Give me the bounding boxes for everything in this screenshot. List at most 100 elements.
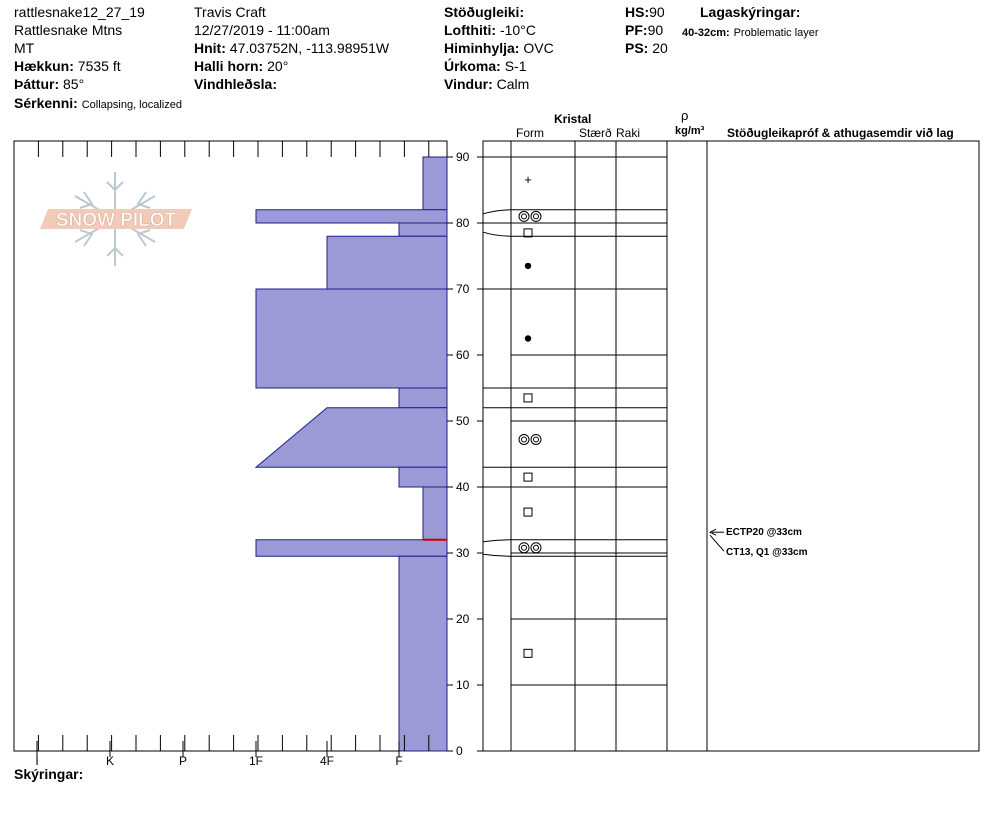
hardness-bar [422, 486, 448, 541]
elevation: Hækkun: 7535 ft [14, 58, 121, 74]
wind-label: Vindur: [444, 76, 493, 92]
pf-value: 90 [647, 22, 664, 38]
hs-label: HS: [625, 4, 650, 20]
density-unit-header: kg/m³ [675, 125, 705, 137]
stability: Stöðugleiki: [444, 4, 524, 20]
hs-value: 90 [649, 4, 665, 20]
notes-label: Skýringar: [14, 766, 84, 782]
hardness-tick-label: 1F [249, 754, 263, 768]
sky-value: OVC [523, 40, 554, 56]
test-pointer-arrow [708, 528, 717, 536]
state: MT [14, 40, 35, 56]
aspect: Þáttur: 85° [14, 76, 84, 92]
rounded-grain-icon [524, 335, 532, 342]
coordinates: Hnit: 47.03752N, -113.98951W [194, 40, 389, 56]
coords-value: 47.03752N, -113.98951W [229, 40, 390, 56]
depth-tick-label: 50 [456, 414, 470, 428]
hardness-bar [398, 387, 448, 409]
feature-label: Sérkenni: [14, 95, 78, 111]
hardness-bar [255, 288, 448, 389]
melt-form-icon [518, 433, 542, 445]
faceted-grain-icon [523, 393, 533, 403]
melt-form-icon [518, 542, 542, 554]
snowpilot-logo: SNOW PILOT [40, 172, 192, 266]
depth-tick-label: 30 [456, 546, 470, 560]
observation-datetime: 12/27/2019 - 11:00am [194, 22, 330, 38]
depth-tick-label: 60 [456, 348, 470, 362]
pf: PF:90 [625, 22, 663, 38]
form-header: Form [516, 126, 544, 140]
precipitation: Úrkoma: S-1 [444, 58, 526, 74]
faceted-grain-icon [523, 507, 533, 517]
ps-label: PS: [625, 40, 649, 56]
precip-value: S-1 [504, 58, 527, 74]
hardness-tick-label: 4F [320, 754, 334, 768]
sky-cover: Himinhylja: OVC [444, 40, 554, 56]
faceted-grain-icon [523, 648, 533, 658]
logo-text: SNOW PILOT [56, 210, 177, 231]
air-temp-value: -10°C [499, 22, 536, 38]
coords-label: Hnit: [194, 40, 226, 56]
air-temperature: Lofthiti: -10°C [444, 22, 536, 38]
precipitation-particle-icon: + [524, 172, 532, 187]
faceted-grain-icon [523, 228, 533, 238]
layer-notes-title: Lagaskýringar: [700, 4, 801, 20]
slope-angle: Halli horn: 20° [194, 58, 288, 74]
wind-loading: Vindhleðsla: [194, 76, 277, 92]
ps: PS: 20 [625, 40, 668, 56]
logo-banner [40, 209, 192, 229]
hardness-bar [255, 539, 448, 557]
sky-label: Himinhylja: [444, 40, 520, 56]
hardness-tick-label: I [35, 754, 38, 768]
elevation-label: Hækkun: [14, 58, 74, 74]
faceted-grain-icon [523, 472, 533, 482]
depth-tick-label: 40 [456, 480, 470, 494]
ps-value: 20 [652, 40, 668, 56]
depth-tick-label: 70 [456, 282, 470, 296]
location-name: Rattlesnake Mtns [14, 22, 123, 38]
depth-tick-label: 0 [456, 744, 463, 758]
size-header: Stærð [579, 126, 612, 140]
air-temp-label: Lofthiti: [444, 22, 497, 38]
slope-value: 20° [267, 58, 289, 74]
wind-loading-label: Vindhleðsla: [194, 76, 277, 92]
test-pointer [709, 534, 725, 552]
elevation-value: 7535 ft [77, 58, 121, 74]
layer-table-frame [482, 140, 980, 752]
site-id: rattlesnake12_27_19 [14, 4, 145, 20]
wind: Vindur: Calm [444, 76, 529, 92]
layer-note: 40-32cm: Problematic layer [682, 23, 819, 41]
hardness-bar [255, 209, 448, 224]
hardness-tick-label: P [179, 754, 187, 768]
hardness-bar [398, 222, 448, 237]
hardness-tick-label: F [395, 754, 402, 768]
stability-test-label: CT13, Q1 @33cm [726, 547, 808, 558]
hs: HS:90 [625, 4, 665, 20]
pf-label: PF: [625, 22, 648, 38]
hardness-bar [422, 156, 448, 211]
hardness-bar [326, 235, 448, 290]
wind-value: Calm [496, 76, 530, 92]
rho-header: ρ [681, 108, 689, 123]
slope-label: Halli horn: [194, 58, 264, 74]
stability-test-label: ECTP20 @33cm [726, 527, 802, 538]
hardness-bar [398, 555, 448, 752]
rounded-grain-icon [524, 262, 532, 270]
feature-value: Collapsing, localized [81, 99, 182, 111]
depth-tick-label: 80 [456, 216, 470, 230]
tests-header: Stöðugleikapróf & athugasemdir við lag [727, 126, 954, 140]
hardness-tick-label: K [106, 754, 114, 768]
observer-name: Travis Craft [194, 4, 266, 20]
melt-form-icon [518, 210, 542, 222]
feature: Sérkenni: Collapsing, localized [14, 95, 182, 113]
precip-label: Úrkoma: [444, 58, 501, 74]
crystal-header: Kristal [554, 112, 592, 126]
depth-tick-label: 90 [456, 150, 470, 164]
depth-tick-label: 20 [456, 612, 470, 626]
moisture-header: Raki [616, 126, 641, 140]
layer-note-text: Problematic layer [733, 27, 819, 39]
aspect-label: Þáttur: [14, 76, 60, 92]
layer-note-range: 40-32cm: [682, 27, 730, 39]
stability-label: Stöðugleiki: [444, 4, 525, 20]
